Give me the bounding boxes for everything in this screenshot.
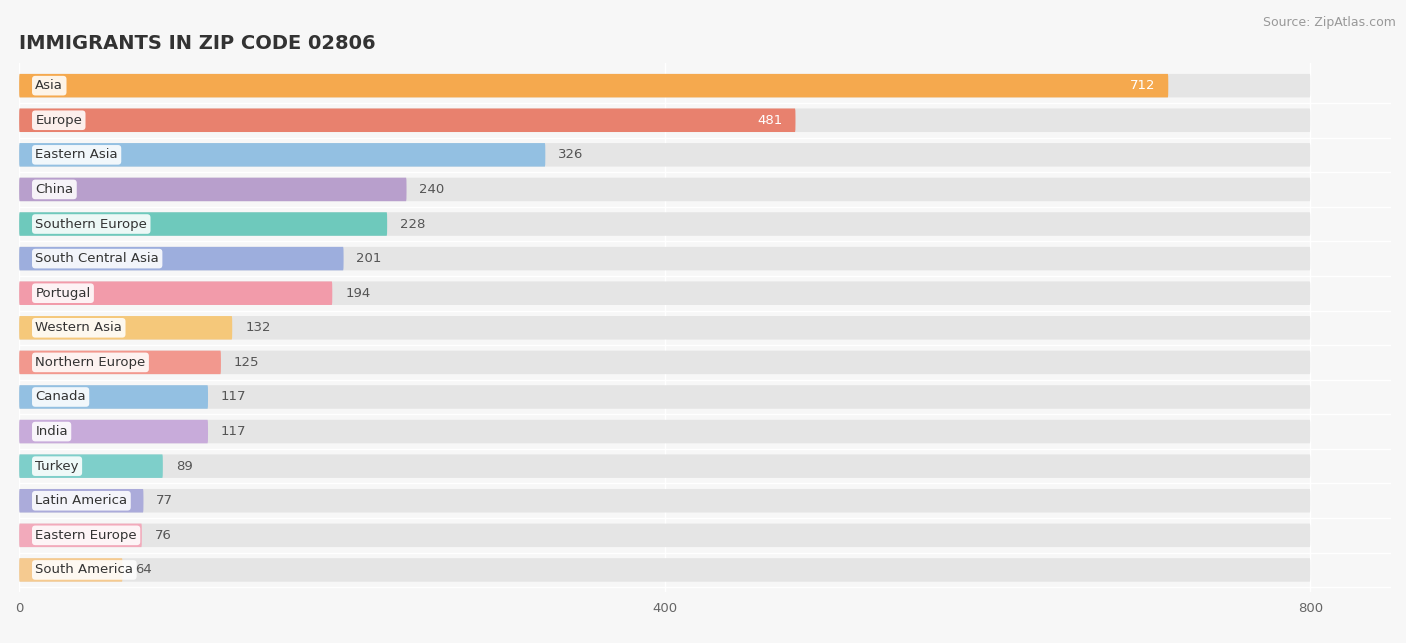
Text: 117: 117 xyxy=(221,425,246,438)
FancyBboxPatch shape xyxy=(20,316,232,340)
FancyBboxPatch shape xyxy=(20,455,1310,478)
FancyBboxPatch shape xyxy=(20,177,1310,201)
FancyBboxPatch shape xyxy=(20,489,143,512)
FancyBboxPatch shape xyxy=(20,489,1310,512)
Text: India: India xyxy=(35,425,67,438)
FancyBboxPatch shape xyxy=(20,74,1310,98)
FancyBboxPatch shape xyxy=(20,385,208,409)
Text: Portugal: Portugal xyxy=(35,287,90,300)
Text: 89: 89 xyxy=(176,460,193,473)
FancyBboxPatch shape xyxy=(20,420,208,443)
Text: Northern Europe: Northern Europe xyxy=(35,356,146,369)
Text: 201: 201 xyxy=(357,252,382,265)
Text: 712: 712 xyxy=(1130,79,1156,92)
FancyBboxPatch shape xyxy=(20,523,142,547)
FancyBboxPatch shape xyxy=(20,177,406,201)
FancyBboxPatch shape xyxy=(20,350,1310,374)
Text: Eastern Asia: Eastern Asia xyxy=(35,149,118,161)
FancyBboxPatch shape xyxy=(20,316,1310,340)
Text: 228: 228 xyxy=(401,217,426,231)
FancyBboxPatch shape xyxy=(20,212,387,236)
Text: 481: 481 xyxy=(758,114,783,127)
FancyBboxPatch shape xyxy=(20,350,221,374)
Text: Turkey: Turkey xyxy=(35,460,79,473)
FancyBboxPatch shape xyxy=(20,282,332,305)
FancyBboxPatch shape xyxy=(20,247,1310,270)
Text: 240: 240 xyxy=(419,183,444,196)
FancyBboxPatch shape xyxy=(20,385,1310,409)
FancyBboxPatch shape xyxy=(20,282,1310,305)
Text: Eastern Europe: Eastern Europe xyxy=(35,529,136,542)
Text: Southern Europe: Southern Europe xyxy=(35,217,148,231)
Text: 64: 64 xyxy=(135,563,152,576)
FancyBboxPatch shape xyxy=(20,455,163,478)
FancyBboxPatch shape xyxy=(20,558,1310,582)
Text: 194: 194 xyxy=(346,287,370,300)
FancyBboxPatch shape xyxy=(20,420,1310,443)
Text: 132: 132 xyxy=(245,322,270,334)
Text: 125: 125 xyxy=(233,356,259,369)
Text: 326: 326 xyxy=(558,149,583,161)
FancyBboxPatch shape xyxy=(20,143,546,167)
Text: South America: South America xyxy=(35,563,134,576)
FancyBboxPatch shape xyxy=(20,212,1310,236)
Text: Source: ZipAtlas.com: Source: ZipAtlas.com xyxy=(1263,16,1396,29)
Text: 76: 76 xyxy=(155,529,172,542)
Text: Latin America: Latin America xyxy=(35,494,128,507)
FancyBboxPatch shape xyxy=(20,143,1310,167)
Text: Asia: Asia xyxy=(35,79,63,92)
Text: Canada: Canada xyxy=(35,390,86,403)
Text: Western Asia: Western Asia xyxy=(35,322,122,334)
FancyBboxPatch shape xyxy=(20,558,122,582)
Text: China: China xyxy=(35,183,73,196)
Text: IMMIGRANTS IN ZIP CODE 02806: IMMIGRANTS IN ZIP CODE 02806 xyxy=(20,34,375,53)
Text: 77: 77 xyxy=(156,494,173,507)
Text: South Central Asia: South Central Asia xyxy=(35,252,159,265)
FancyBboxPatch shape xyxy=(20,523,1310,547)
FancyBboxPatch shape xyxy=(20,74,1168,98)
FancyBboxPatch shape xyxy=(20,109,796,132)
FancyBboxPatch shape xyxy=(20,109,1310,132)
Text: Europe: Europe xyxy=(35,114,82,127)
FancyBboxPatch shape xyxy=(20,247,343,270)
Text: 117: 117 xyxy=(221,390,246,403)
